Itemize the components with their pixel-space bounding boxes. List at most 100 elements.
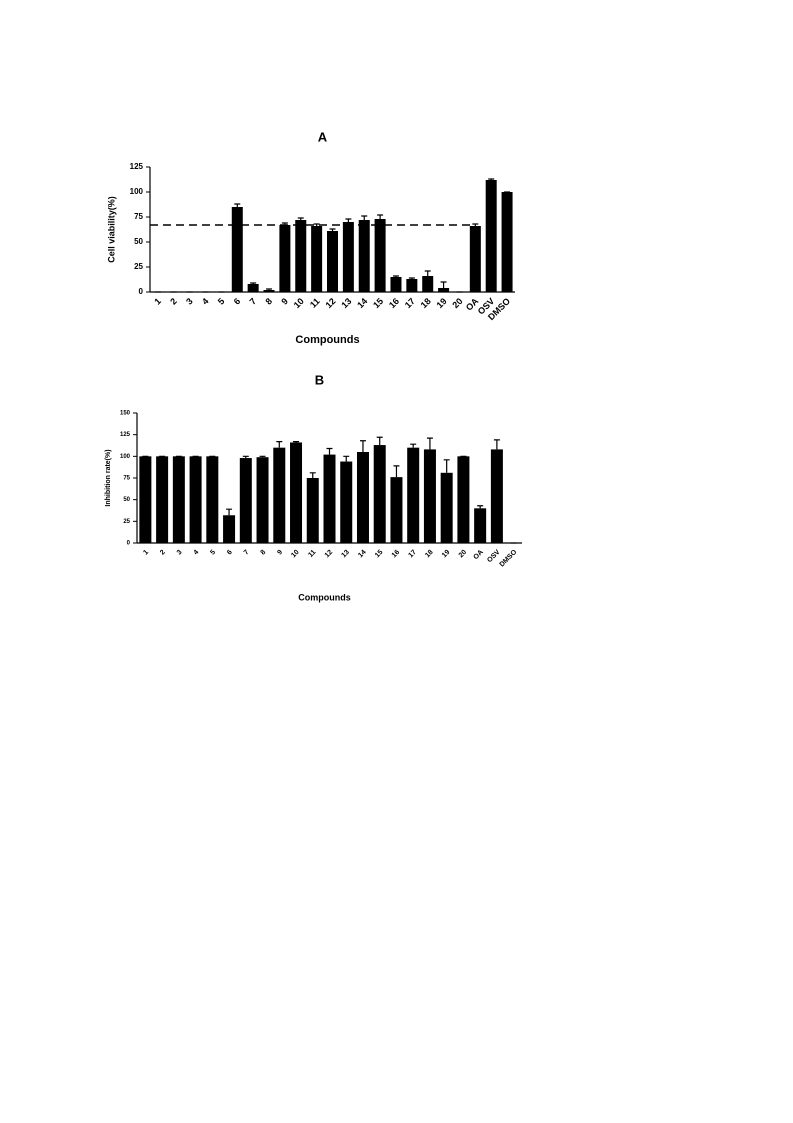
bar bbox=[311, 226, 323, 292]
error-bar bbox=[376, 436, 383, 446]
x-tick-label: 9 bbox=[276, 549, 284, 557]
x-tick-label: 15 bbox=[371, 296, 385, 310]
bar bbox=[290, 442, 303, 543]
bar bbox=[390, 477, 403, 543]
error-bar bbox=[493, 439, 500, 450]
x-axis-label: Compounds bbox=[298, 592, 351, 602]
error-bar bbox=[226, 508, 233, 516]
bar bbox=[247, 284, 259, 292]
x-tick-label: 20 bbox=[458, 549, 469, 560]
bar bbox=[440, 472, 453, 543]
error-bar bbox=[297, 217, 304, 220]
y-axis-label: Inhibition rate(%) bbox=[105, 449, 112, 506]
x-tick-label: 15 bbox=[374, 549, 385, 560]
error-bar bbox=[393, 465, 400, 478]
x-tick-label: 10 bbox=[292, 296, 306, 310]
x-tick-label: 4 bbox=[193, 549, 201, 557]
error-bar bbox=[234, 203, 241, 207]
bar bbox=[474, 508, 487, 543]
bar bbox=[373, 445, 386, 543]
x-tick-label: 19 bbox=[441, 549, 452, 560]
x-tick-label: 6 bbox=[226, 549, 234, 557]
bar bbox=[342, 222, 354, 292]
x-tick-label: 11 bbox=[308, 296, 322, 310]
bar bbox=[256, 457, 269, 543]
bar bbox=[358, 220, 370, 292]
bar bbox=[423, 449, 436, 543]
error-bar bbox=[472, 223, 479, 226]
bar bbox=[263, 290, 275, 292]
x-tick-label: 2 bbox=[168, 296, 179, 307]
y-tick-label: 0 bbox=[127, 541, 131, 547]
y-tick-label: 100 bbox=[130, 187, 144, 196]
y-tick-label: 50 bbox=[123, 497, 130, 503]
error-bar bbox=[392, 275, 399, 277]
bar bbox=[438, 288, 450, 292]
chart-title: A bbox=[318, 129, 328, 144]
x-tick-label: OA bbox=[472, 549, 484, 561]
x-tick-label: 16 bbox=[391, 549, 402, 560]
y-tick-label: 25 bbox=[123, 519, 130, 525]
x-tick-label: 7 bbox=[248, 296, 259, 307]
x-tick-label: 12 bbox=[323, 296, 337, 310]
y-tick-label: 25 bbox=[134, 262, 143, 271]
x-tick-label: DMSO bbox=[499, 548, 519, 568]
y-tick-label: 0 bbox=[139, 287, 144, 296]
x-tick-label: 17 bbox=[407, 549, 418, 560]
x-tick-label: 10 bbox=[290, 549, 301, 560]
bar bbox=[223, 515, 236, 543]
bar bbox=[457, 456, 470, 543]
x-tick-label: 16 bbox=[387, 296, 401, 310]
bar bbox=[407, 447, 420, 543]
y-tick-label: 75 bbox=[134, 212, 143, 221]
bar bbox=[139, 456, 152, 543]
x-tick-label: 2 bbox=[159, 549, 167, 557]
chart-title: B bbox=[315, 372, 324, 387]
error-bar bbox=[309, 472, 316, 478]
bar bbox=[406, 279, 418, 292]
error-bar bbox=[293, 441, 300, 443]
x-tick-label: 17 bbox=[403, 296, 417, 310]
bar bbox=[206, 456, 219, 543]
x-tick-label: 14 bbox=[355, 296, 369, 310]
bar bbox=[501, 192, 513, 292]
x-tick-label: 19 bbox=[435, 296, 449, 310]
error-bar bbox=[408, 277, 415, 279]
bar bbox=[279, 225, 291, 292]
x-tick-label: 11 bbox=[307, 549, 317, 559]
error-bar bbox=[443, 459, 450, 473]
error-bar bbox=[329, 228, 336, 231]
bar bbox=[239, 458, 252, 543]
x-tick-label: 6 bbox=[232, 296, 243, 307]
y-tick-label: 100 bbox=[120, 454, 131, 460]
x-tick-label: 20 bbox=[450, 296, 464, 310]
bar bbox=[189, 456, 202, 543]
bar bbox=[469, 226, 481, 292]
bar bbox=[156, 456, 169, 543]
x-tick-label: 8 bbox=[263, 296, 274, 307]
bar bbox=[172, 456, 185, 543]
bar bbox=[340, 461, 353, 543]
bar bbox=[422, 276, 434, 292]
x-tick-label: 4 bbox=[200, 296, 211, 307]
y-tick-label: 150 bbox=[120, 411, 131, 417]
error-bar bbox=[313, 223, 320, 226]
error-bar bbox=[477, 505, 484, 509]
error-bar bbox=[242, 455, 249, 459]
x-tick-label: 3 bbox=[184, 296, 195, 307]
x-tick-label: 8 bbox=[260, 549, 268, 557]
x-tick-label: 14 bbox=[357, 549, 368, 560]
error-bar bbox=[440, 281, 447, 288]
x-tick-label: 13 bbox=[340, 549, 351, 560]
x-tick-label: 18 bbox=[419, 296, 433, 310]
error-bar bbox=[343, 455, 350, 462]
bar bbox=[273, 447, 286, 543]
bar bbox=[306, 478, 319, 543]
x-tick-label: 13 bbox=[339, 296, 353, 310]
bar bbox=[374, 219, 386, 292]
error-bar bbox=[410, 443, 417, 448]
x-tick-label: 1 bbox=[152, 296, 163, 307]
error-bar bbox=[361, 215, 368, 220]
y-tick-label: 75 bbox=[123, 476, 130, 482]
